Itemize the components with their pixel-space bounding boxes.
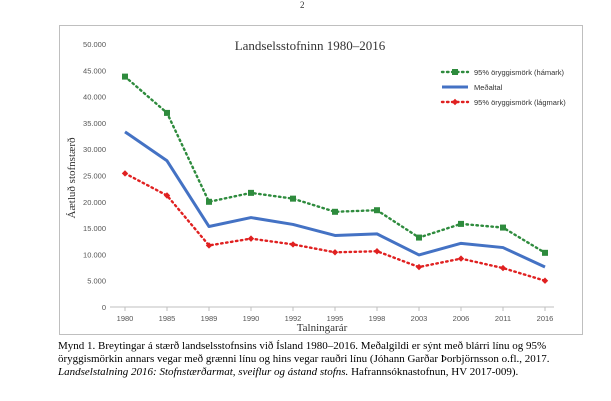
data-point <box>458 220 464 227</box>
data-point <box>542 249 548 256</box>
data-point <box>374 207 380 214</box>
data-point <box>373 248 381 255</box>
legend-label: 95% öryggismörk (lágmark) <box>474 98 566 107</box>
data-point <box>121 170 129 177</box>
data-point <box>457 255 465 262</box>
y-tick-label: 25.000 <box>83 172 106 181</box>
series-layer <box>121 73 549 284</box>
x-tick-label: 1980 <box>117 314 134 323</box>
data-point <box>205 242 213 249</box>
series-2 <box>121 170 549 284</box>
data-point <box>499 264 507 272</box>
data-point <box>415 263 423 271</box>
figure-caption: Mynd 1. Breytingar á stærð landselsstofn… <box>58 340 588 379</box>
y-tick-label: 5.000 <box>87 277 106 286</box>
x-tick-label: 1992 <box>285 314 302 323</box>
y-axis-label: Áætluð stofnstærð <box>66 137 78 218</box>
line-chart: Landselsstofninn 1980–2016 Áætluð stofns… <box>66 38 566 334</box>
chart-title: Landselsstofninn 1980–2016 <box>235 38 386 53</box>
y-tick-label: 45.000 <box>83 66 106 75</box>
x-tick-label: 1985 <box>159 314 176 323</box>
legend-label: 95% öryggismörk (hámark) <box>474 68 565 77</box>
x-axis-ticks: 1980 1985 1989 1990 1992 1995 1998 2003 2006 2011… <box>117 307 554 323</box>
series-1 <box>124 130 546 269</box>
legend-item: 95% öryggismörk (lágmark) <box>440 98 566 107</box>
x-tick-label: 1998 <box>369 314 386 323</box>
data-point <box>332 208 338 215</box>
series-0 <box>122 73 548 256</box>
page-number: 2 <box>300 0 305 10</box>
data-point <box>331 249 339 256</box>
y-tick-label: 40.000 <box>83 93 106 102</box>
data-point <box>164 109 170 116</box>
y-tick-label: 35.000 <box>83 119 106 128</box>
data-point <box>122 73 128 80</box>
x-tick-label: 1989 <box>201 314 218 323</box>
data-point <box>290 195 296 202</box>
x-tick-label: 1995 <box>327 314 344 323</box>
legend: 95% öryggismörk (hámark) Meðaltal 95% öryg… <box>440 68 566 107</box>
y-tick-label: 50.000 <box>83 40 106 49</box>
chart-frame: Landselsstofninn 1980–2016 Áætluð stofns… <box>59 25 583 335</box>
data-point <box>248 189 254 196</box>
legend-swatch-marker <box>451 98 459 106</box>
y-tick-label: 15.000 <box>83 224 106 233</box>
data-point <box>541 277 549 284</box>
legend-item: 95% öryggismörk (hámark) <box>440 68 565 77</box>
series-line <box>123 75 547 255</box>
x-tick-label: 1990 <box>243 314 260 323</box>
y-tick-label: 0 <box>102 303 106 312</box>
caption-lead: Mynd 1. Breytingar á stærð landselsstofn… <box>58 340 550 365</box>
data-point <box>289 241 297 248</box>
data-point <box>416 234 422 241</box>
x-tick-label: 2003 <box>411 314 428 323</box>
series-line <box>123 172 547 282</box>
x-axis-label: Talningarár <box>297 322 348 334</box>
x-tick-label: 2011 <box>495 314 511 323</box>
y-axis-ticks: 0 5.000 10.000 15.000 20.000 25.000 30.000 35.0… <box>83 40 106 312</box>
caption-tail: Hafrannsóknastofnun, HV 2017-009). <box>348 366 519 378</box>
y-tick-label: 20.000 <box>83 198 106 207</box>
caption-citation-title: Landselstalning 2016: Stofnstærðarmat, s… <box>58 366 349 378</box>
legend-label: Meðaltal <box>474 83 503 92</box>
legend-item: Meðaltal <box>442 83 503 92</box>
x-tick-label: 2006 <box>453 314 470 323</box>
y-tick-label: 10.000 <box>83 250 106 259</box>
data-point <box>247 235 255 242</box>
data-point <box>206 198 212 205</box>
series-line <box>124 130 546 269</box>
legend-swatch-marker <box>452 69 458 75</box>
x-tick-label: 2016 <box>537 314 554 323</box>
y-tick-label: 30.000 <box>83 145 106 154</box>
data-point <box>500 224 506 231</box>
